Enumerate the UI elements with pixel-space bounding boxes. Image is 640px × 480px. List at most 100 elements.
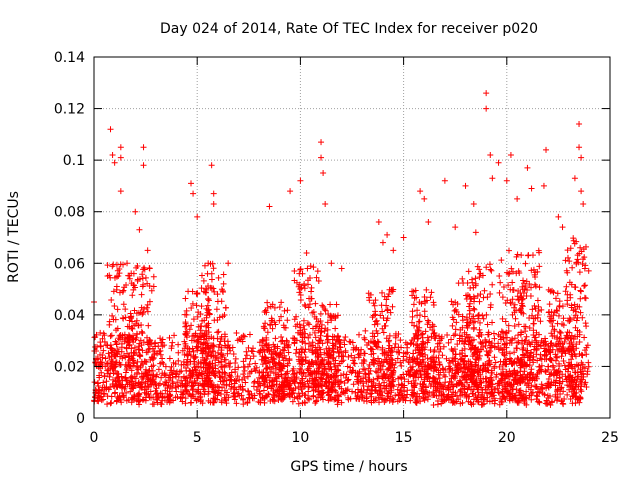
data-point	[379, 344, 386, 351]
data-point	[440, 386, 447, 393]
data-point	[518, 329, 525, 336]
data-point	[139, 283, 146, 290]
data-point	[387, 373, 394, 380]
data-point	[505, 270, 512, 277]
data-point	[306, 331, 313, 338]
data-point	[459, 275, 466, 282]
data-point	[306, 321, 313, 328]
data-point	[212, 396, 219, 403]
data-point	[245, 388, 252, 395]
data-point	[524, 372, 531, 379]
y-axis-label: ROTI / TECUs	[6, 191, 22, 283]
data-point	[449, 355, 456, 362]
data-point	[448, 357, 455, 364]
data-point	[499, 315, 506, 322]
data-point	[562, 288, 569, 295]
data-point	[210, 342, 217, 349]
data-point	[388, 287, 395, 294]
data-point	[503, 329, 510, 336]
data-point	[267, 321, 274, 328]
data-point	[542, 340, 549, 347]
data-point	[559, 345, 566, 352]
data-point	[198, 285, 205, 292]
data-point	[519, 376, 526, 383]
data-point	[200, 277, 207, 284]
data-point	[138, 379, 145, 386]
data-point	[452, 370, 459, 377]
data-point	[175, 357, 182, 364]
data-point	[365, 365, 372, 372]
data-point	[482, 336, 489, 343]
data-point	[391, 344, 398, 351]
data-point	[187, 375, 194, 382]
data-point	[374, 369, 381, 376]
data-point	[148, 371, 155, 378]
data-point	[453, 392, 460, 399]
data-point	[428, 289, 435, 296]
data-point	[471, 345, 478, 352]
data-point	[554, 354, 561, 361]
data-point	[263, 309, 270, 316]
data-point	[169, 378, 176, 385]
data-point	[581, 347, 588, 354]
y-tick-label: 0.14	[54, 50, 85, 66]
data-point	[245, 394, 252, 401]
data-point	[575, 373, 582, 380]
data-point	[425, 393, 432, 400]
data-point	[423, 286, 430, 293]
data-point	[568, 339, 575, 346]
data-point	[180, 358, 187, 365]
data-point	[392, 340, 399, 347]
data-point	[297, 266, 304, 273]
data-point	[361, 334, 368, 341]
data-point	[133, 363, 140, 370]
data-point	[533, 346, 540, 353]
data-point	[159, 370, 166, 377]
data-point	[291, 267, 298, 274]
data-point	[375, 373, 382, 380]
data-point	[380, 315, 387, 322]
data-point	[99, 335, 106, 342]
data-point	[537, 343, 544, 350]
data-point	[178, 368, 185, 375]
data-point	[182, 330, 189, 337]
data-point	[175, 341, 182, 348]
data-point	[182, 323, 189, 330]
data-point	[509, 279, 516, 286]
data-point	[498, 328, 505, 335]
data-point	[99, 351, 106, 358]
data-point	[436, 340, 443, 347]
data-point	[204, 378, 211, 385]
data-point	[327, 374, 334, 381]
data-point	[507, 337, 514, 344]
data-point	[239, 338, 246, 345]
data-point	[408, 391, 415, 398]
data-point	[225, 341, 232, 348]
data-point	[116, 332, 123, 339]
data-point	[118, 381, 125, 388]
data-point	[238, 392, 245, 399]
data-point	[284, 391, 291, 398]
data-point	[171, 332, 178, 339]
data-point	[299, 390, 306, 397]
data-point	[496, 363, 503, 370]
data-point	[374, 320, 381, 327]
data-point	[137, 353, 144, 360]
data-point	[253, 387, 260, 394]
data-point	[460, 365, 467, 372]
data-point	[112, 338, 119, 345]
data-point	[105, 350, 112, 357]
data-point	[531, 281, 538, 288]
data-point	[523, 388, 530, 395]
data-point	[113, 359, 120, 366]
data-point	[122, 306, 129, 313]
data-point	[299, 338, 306, 345]
data-point	[220, 271, 227, 278]
data-point	[269, 301, 276, 308]
data-point	[329, 340, 336, 347]
data-point	[309, 339, 316, 346]
data-point	[166, 388, 173, 395]
data-point	[526, 340, 533, 347]
data-point	[436, 348, 443, 355]
data-point	[460, 357, 467, 364]
